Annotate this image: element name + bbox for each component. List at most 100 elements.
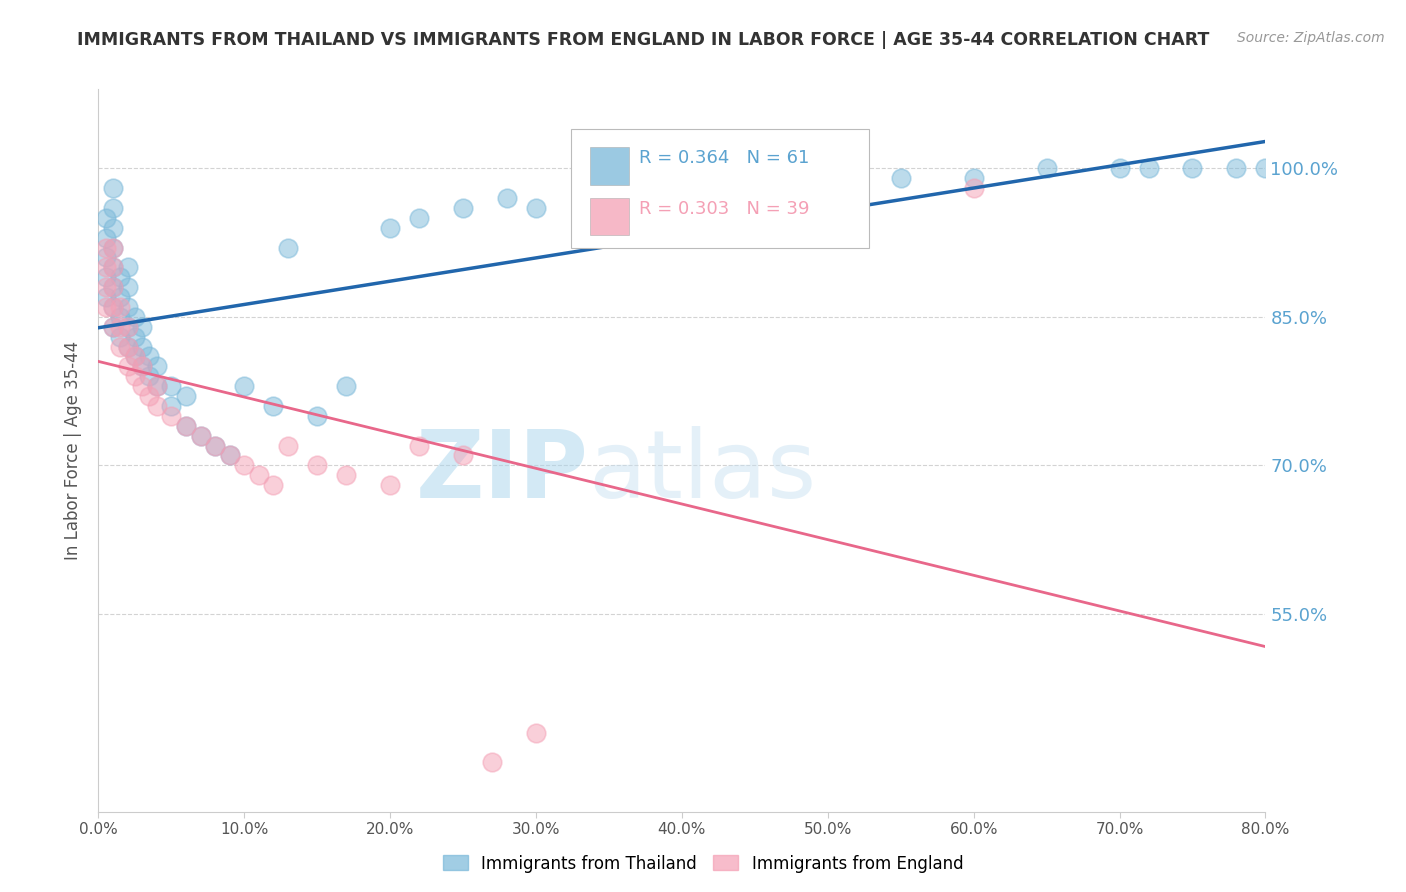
Point <box>131 359 153 374</box>
Point <box>94 270 117 285</box>
Point <box>146 359 169 374</box>
Point <box>218 449 240 463</box>
Point <box>451 449 474 463</box>
Point <box>124 350 146 364</box>
Point <box>744 181 766 195</box>
Point <box>204 438 226 452</box>
Point <box>117 339 139 353</box>
Point <box>94 241 117 255</box>
Point <box>94 260 117 275</box>
FancyBboxPatch shape <box>589 147 630 185</box>
Point <box>218 449 240 463</box>
Point <box>1225 161 1247 176</box>
Point <box>131 359 153 374</box>
Point <box>307 409 329 423</box>
Point <box>233 379 256 393</box>
Point <box>117 280 139 294</box>
Point <box>481 756 503 770</box>
Point <box>101 260 124 275</box>
Text: Source: ZipAtlas.com: Source: ZipAtlas.com <box>1237 31 1385 45</box>
Point <box>160 409 183 423</box>
Point <box>94 280 117 294</box>
Point <box>110 329 132 343</box>
Point <box>817 171 839 186</box>
Point <box>94 211 117 225</box>
Point <box>160 379 183 393</box>
Point <box>1108 161 1130 176</box>
Point <box>233 458 256 473</box>
Point <box>408 438 430 452</box>
Point <box>496 191 519 205</box>
Point <box>101 241 124 255</box>
Point <box>131 379 153 393</box>
Point <box>117 319 139 334</box>
Point <box>101 241 124 255</box>
Point <box>1181 161 1204 176</box>
Point <box>101 280 124 294</box>
Point <box>110 290 132 304</box>
Point <box>101 280 124 294</box>
Point <box>110 310 132 324</box>
FancyBboxPatch shape <box>589 197 630 235</box>
Point <box>524 725 547 739</box>
Point <box>117 319 139 334</box>
Point <box>380 220 402 235</box>
Point <box>160 399 183 413</box>
Point <box>131 319 153 334</box>
Point <box>190 428 212 442</box>
Point <box>671 181 693 195</box>
Point <box>962 181 984 195</box>
Point <box>101 300 124 314</box>
Legend: Immigrants from Thailand, Immigrants from England: Immigrants from Thailand, Immigrants fro… <box>436 848 970 880</box>
Point <box>598 191 620 205</box>
Point <box>174 418 197 433</box>
Point <box>101 300 124 314</box>
Point <box>101 201 124 215</box>
Point <box>101 319 124 334</box>
Point <box>124 350 146 364</box>
Text: R = 0.303   N = 39: R = 0.303 N = 39 <box>638 200 810 218</box>
Point <box>1137 161 1160 176</box>
Point <box>117 359 139 374</box>
Point <box>124 369 146 384</box>
Text: R = 0.364   N = 61: R = 0.364 N = 61 <box>638 149 808 167</box>
Point <box>94 251 117 265</box>
Point <box>247 468 270 483</box>
Point <box>174 389 197 403</box>
Point <box>962 171 984 186</box>
Point <box>146 379 169 393</box>
Point <box>101 260 124 275</box>
Point <box>335 468 357 483</box>
Point <box>138 369 160 384</box>
Text: IMMIGRANTS FROM THAILAND VS IMMIGRANTS FROM ENGLAND IN LABOR FORCE | AGE 35-44 C: IMMIGRANTS FROM THAILAND VS IMMIGRANTS F… <box>77 31 1209 49</box>
Point <box>890 171 912 186</box>
Point <box>1035 161 1057 176</box>
Point <box>110 319 132 334</box>
Point <box>262 399 284 413</box>
Point <box>94 290 117 304</box>
Point <box>138 389 160 403</box>
Point <box>117 339 139 353</box>
Point <box>1254 161 1277 176</box>
Y-axis label: In Labor Force | Age 35-44: In Labor Force | Age 35-44 <box>65 341 83 560</box>
Point <box>524 201 547 215</box>
Point <box>277 241 299 255</box>
Point <box>124 329 146 343</box>
Point <box>204 438 226 452</box>
Point <box>307 458 329 473</box>
Point <box>101 181 124 195</box>
FancyBboxPatch shape <box>571 129 869 248</box>
Point <box>277 438 299 452</box>
Point <box>408 211 430 225</box>
Point <box>190 428 212 442</box>
Point <box>117 300 139 314</box>
Text: ZIP: ZIP <box>416 426 589 518</box>
Text: atlas: atlas <box>589 426 817 518</box>
Point <box>110 300 132 314</box>
Point <box>124 310 146 324</box>
Point <box>101 220 124 235</box>
Point <box>335 379 357 393</box>
Point <box>146 379 169 393</box>
Point <box>131 339 153 353</box>
Point <box>94 300 117 314</box>
